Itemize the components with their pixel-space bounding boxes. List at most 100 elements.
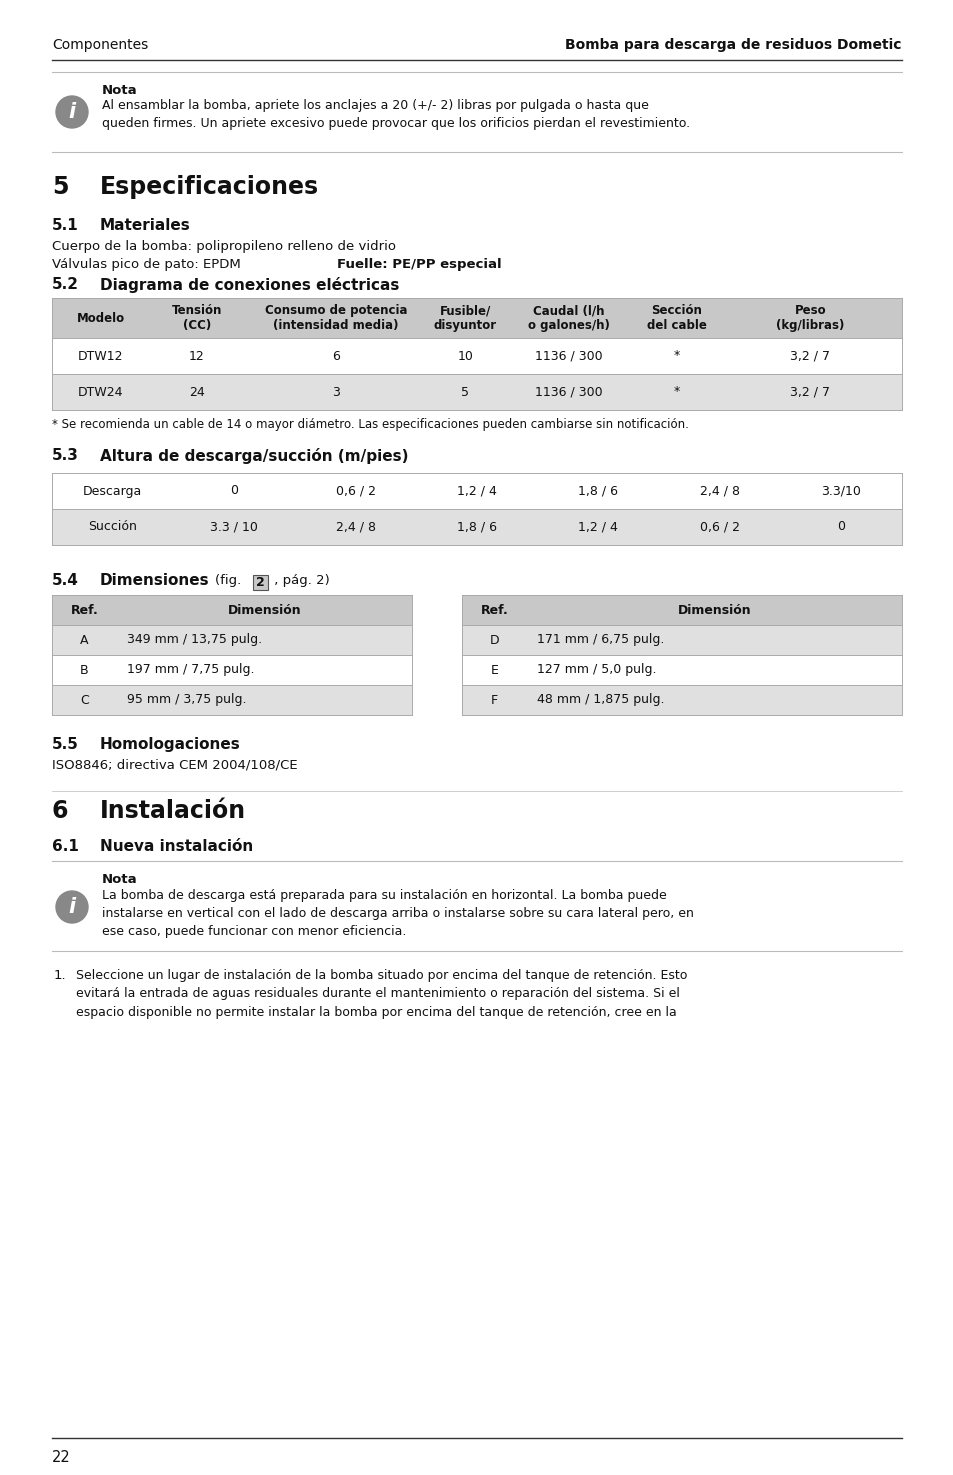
Text: 5: 5 [461,385,469,398]
Text: 5.3: 5.3 [52,448,79,463]
Text: E: E [490,664,497,677]
Text: DTW24: DTW24 [77,385,123,398]
Text: Dimensión: Dimensión [677,603,751,617]
Text: F: F [491,693,497,707]
Text: Bomba para descarga de residuos Dometic: Bomba para descarga de residuos Dometic [565,38,901,52]
Text: Nota: Nota [102,873,137,886]
Text: Instalación: Instalación [100,799,246,823]
Text: Fusible/
disyuntor: Fusible/ disyuntor [434,304,497,332]
Bar [461,625,901,655]
Text: 127 mm / 5,0 pulg.: 127 mm / 5,0 pulg. [537,664,656,677]
Text: Fuelle: PE/PP especial: Fuelle: PE/PP especial [336,258,501,271]
Text: Ref.: Ref. [480,603,508,617]
Text: Especificaciones: Especificaciones [100,176,319,199]
Text: 1136 / 300: 1136 / 300 [535,350,602,363]
Text: 3.3 / 10: 3.3 / 10 [210,521,258,534]
Text: Caudal (l/h
o galones/h): Caudal (l/h o galones/h) [528,304,609,332]
Bar [461,684,901,715]
Text: Sección
del cable: Sección del cable [646,304,706,332]
Text: D: D [489,633,498,646]
Text: i: i [69,102,75,122]
Text: 1.: 1. [54,969,67,982]
Circle shape [56,96,88,128]
Text: Tensión
(CC): Tensión (CC) [172,304,222,332]
Text: 3: 3 [332,385,339,398]
Text: *: * [673,350,679,363]
Text: Nueva instalación: Nueva instalación [100,839,253,854]
Text: Consumo de potencia
(intensidad media): Consumo de potencia (intensidad media) [265,304,407,332]
Text: 197 mm / 7,75 pulg.: 197 mm / 7,75 pulg. [127,664,254,677]
Text: i: i [69,897,75,917]
Text: DTW12: DTW12 [77,350,123,363]
Text: 6: 6 [332,350,339,363]
Text: 349 mm / 13,75 pulg.: 349 mm / 13,75 pulg. [127,633,262,646]
Text: Válvulas pico de pato: EPDM: Válvulas pico de pato: EPDM [52,258,240,271]
Text: Diagrama de conexiones eléctricas: Diagrama de conexiones eléctricas [100,277,399,294]
Text: 5.5: 5.5 [52,738,79,752]
Text: *: * [673,385,679,398]
Text: 1,2 / 4: 1,2 / 4 [456,484,497,497]
Text: 5: 5 [52,176,69,199]
Bar [52,655,412,684]
Bar [52,509,901,544]
Text: Descarga: Descarga [83,484,142,497]
Text: 48 mm / 1,875 pulg.: 48 mm / 1,875 pulg. [537,693,664,707]
Text: 3,2 / 7: 3,2 / 7 [790,350,830,363]
Text: 5.4: 5.4 [52,572,79,589]
Text: 3,2 / 7: 3,2 / 7 [790,385,830,398]
Bar [461,655,901,684]
Text: (fig.: (fig. [214,574,245,587]
Text: 12: 12 [189,350,205,363]
Text: 1,8 / 6: 1,8 / 6 [456,521,497,534]
Bar [253,575,268,590]
Text: 2,4 / 8: 2,4 / 8 [700,484,740,497]
Text: 1,2 / 4: 1,2 / 4 [578,521,618,534]
Bar [52,625,412,655]
Text: 24: 24 [189,385,205,398]
Text: , pág. 2): , pág. 2) [270,574,330,587]
Text: 0,6 / 2: 0,6 / 2 [335,484,375,497]
Text: 10: 10 [457,350,473,363]
Text: 5.2: 5.2 [52,277,79,292]
Text: A: A [80,633,89,646]
Text: 2,4 / 8: 2,4 / 8 [335,521,375,534]
Bar [52,594,412,625]
Text: C: C [80,693,89,707]
Text: Ref.: Ref. [71,603,98,617]
Text: 2: 2 [255,577,265,589]
Text: Dimensiones: Dimensiones [100,572,210,589]
Text: 5.1: 5.1 [52,218,79,233]
Text: Cuerpo de la bomba: polipropileno relleno de vidrio: Cuerpo de la bomba: polipropileno rellen… [52,240,395,254]
Bar [253,575,268,590]
Text: 6.1: 6.1 [52,839,79,854]
Text: Al ensamblar la bomba, apriete los anclajes a 20 (+/- 2) libras por pulgada o ha: Al ensamblar la bomba, apriete los ancla… [102,99,689,130]
Text: 171 mm / 6,75 pulg.: 171 mm / 6,75 pulg. [537,633,663,646]
Text: ISO8846; directiva CEM 2004/108/CE: ISO8846; directiva CEM 2004/108/CE [52,760,297,771]
Text: 0: 0 [837,521,844,534]
Text: * Se recomienda un cable de 14 o mayor diámetro. Las especificaciones pueden cam: * Se recomienda un cable de 14 o mayor d… [52,417,688,431]
Text: 1136 / 300: 1136 / 300 [535,385,602,398]
Text: B: B [80,664,89,677]
Text: 3.3/10: 3.3/10 [821,484,861,497]
Text: Altura de descarga/succión (m/pies): Altura de descarga/succión (m/pies) [100,448,408,465]
Text: Succión: Succión [89,521,137,534]
Text: 22: 22 [52,1450,71,1465]
Text: Materiales: Materiales [100,218,191,233]
Text: Dimensión: Dimensión [228,603,301,617]
Text: Peso
(kg/libras): Peso (kg/libras) [776,304,843,332]
Circle shape [56,891,88,923]
Text: Nota: Nota [102,84,137,97]
Text: 95 mm / 3,75 pulg.: 95 mm / 3,75 pulg. [127,693,246,707]
Bar [52,375,901,410]
Text: 1,8 / 6: 1,8 / 6 [578,484,618,497]
Text: Componentes: Componentes [52,38,148,52]
Text: Seleccione un lugar de instalación de la bomba situado por encima del tanque de : Seleccione un lugar de instalación de la… [76,969,687,1019]
Text: 0: 0 [230,484,238,497]
Text: 0,6 / 2: 0,6 / 2 [700,521,740,534]
Text: Modelo: Modelo [76,311,125,324]
Text: 6: 6 [52,799,69,823]
Bar [461,594,901,625]
Text: Homologaciones: Homologaciones [100,738,240,752]
Text: La bomba de descarga está preparada para su instalación en horizontal. La bomba : La bomba de descarga está preparada para… [102,889,693,938]
Bar [52,684,412,715]
